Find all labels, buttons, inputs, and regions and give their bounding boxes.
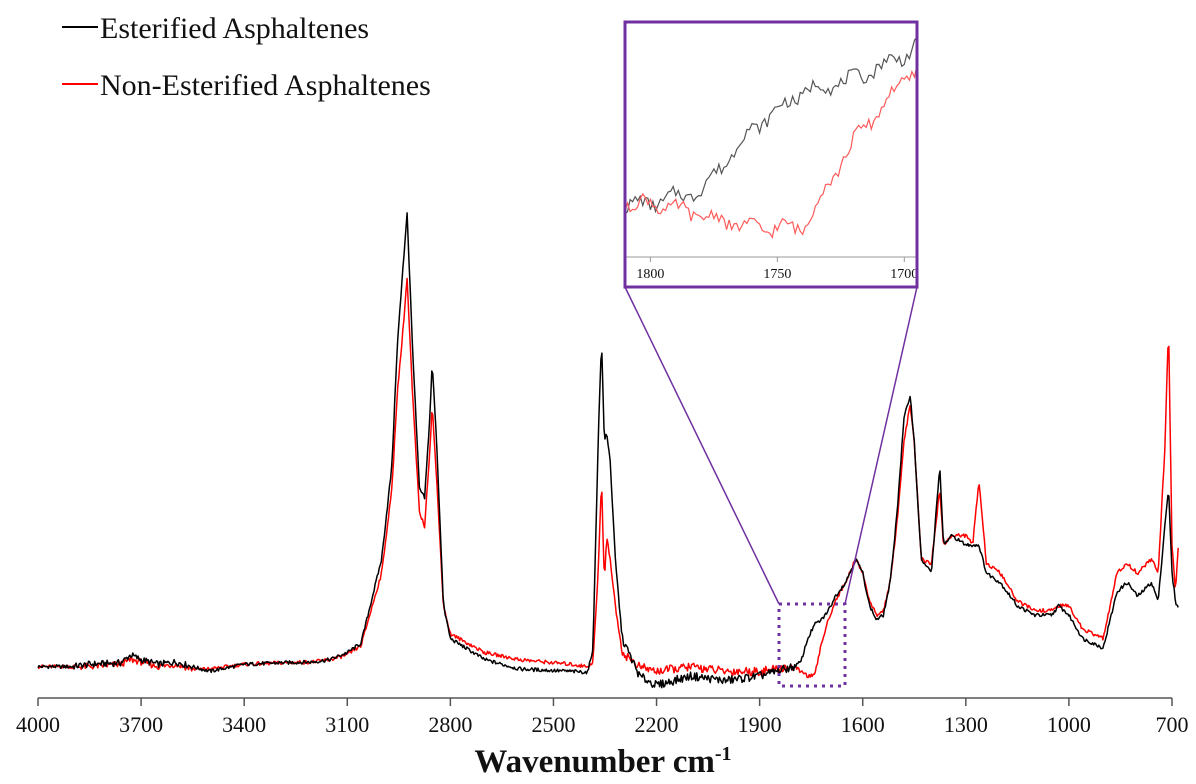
x-tick-label: 3100 [325, 712, 369, 737]
x-axis-title: Wavenumber cm-1 [474, 743, 731, 780]
inset-series-line-esterified [625, 36, 917, 215]
zoom-region-box [777, 602, 847, 688]
x-tick-label: 1900 [738, 712, 782, 737]
x-tick-label: 2200 [635, 712, 679, 737]
inset-x-axis-ticks: 1800 1750 1700 [636, 257, 918, 282]
series-line-non-esterified [37, 277, 1179, 679]
legend-label-non-esterified: Non-Esterified Asphaltenes [100, 69, 431, 102]
x-tick-label: 1000 [1047, 712, 1091, 737]
x-axis-ticks: 4000 3700 3400 3100 2800 2500 2200 1900 1600 1300… [16, 698, 1189, 737]
x-tick-label: 1300 [944, 712, 988, 737]
x-tick-label: 700 [1156, 712, 1189, 737]
inset-series-line-non-esterified [625, 64, 917, 239]
inset-x-tick-label: 1700 [890, 267, 918, 282]
inset-series-layer [625, 36, 917, 239]
x-tick-label: 2500 [531, 712, 575, 737]
inset-chart: 1800 1750 1700 [623, 20, 919, 289]
legend-label-esterified: Esterified Asphaltenes [100, 12, 369, 45]
x-axis-title-text: Wavenumber cm [474, 744, 714, 780]
x-axis-title-superscript: -1 [715, 743, 732, 765]
inset-x-tick-label: 1800 [636, 267, 664, 282]
x-tick-label: 4000 [16, 712, 60, 737]
zoom-connector-left [624, 286, 780, 605]
inset-x-tick-label: 1750 [763, 267, 791, 282]
x-tick-label: 3700 [119, 712, 163, 737]
x-tick-label: 1600 [841, 712, 885, 737]
series-layer [37, 212, 1179, 689]
legend: Esterified Asphaltenes Non-Esterified As… [62, 12, 431, 102]
zoom-connector-right [844, 286, 918, 605]
x-tick-label: 2800 [428, 712, 472, 737]
series-line-esterified [37, 212, 1179, 689]
inset-background [625, 22, 917, 287]
inset-frame [623, 20, 919, 289]
x-tick-label: 3400 [222, 712, 266, 737]
